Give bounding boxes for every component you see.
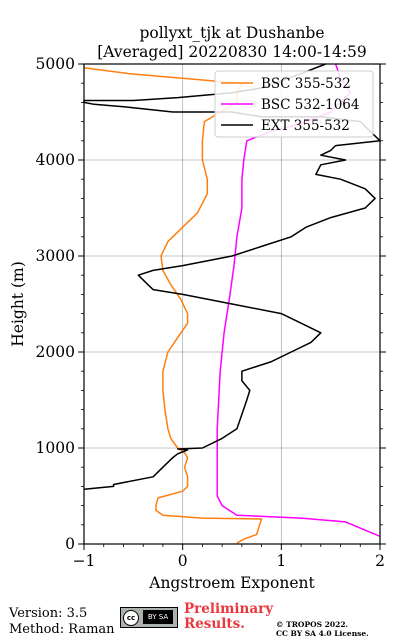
- x-tick-label: 2: [375, 552, 385, 570]
- y-tick-label: 0: [65, 535, 75, 553]
- copyright-notice: © TROPOS 2022. CC BY SA 4.0 License.: [276, 620, 369, 638]
- legend: BSC 355-532 BSC 532-1064 EXT 355-532: [214, 70, 374, 138]
- series-line-bsc-355-532: [83, 67, 263, 544]
- preliminary-notice: Preliminary Results.: [184, 602, 273, 632]
- preliminary-line1: Preliminary: [184, 601, 274, 617]
- copyright-line2: CC BY SA 4.0 License.: [276, 629, 369, 638]
- legend-label: BSC 532-1064: [261, 97, 359, 113]
- tick-marks: [78, 63, 386, 550]
- copyright-line1: © TROPOS 2022.: [276, 620, 349, 629]
- legend-box: [214, 70, 374, 138]
- y-tick-label: 2000: [36, 343, 75, 361]
- legend-label: BSC 355-532: [261, 76, 351, 92]
- by-sa-icon: BY SA: [143, 610, 173, 624]
- cc-icon: cc: [123, 610, 139, 626]
- chart-title-line1: pollyxt_tjk at Dushanbe: [139, 24, 324, 42]
- x-tick-label: 0: [178, 552, 188, 570]
- series-line-ext-355-532: [83, 63, 381, 491]
- preliminary-line2: Results.: [184, 616, 245, 632]
- method-text: Method: Raman: [9, 622, 115, 637]
- cc-license-badge: cc BY SA: [120, 607, 178, 628]
- version-text: Version: 3.5: [9, 606, 88, 621]
- y-tick-label: 1000: [36, 439, 75, 457]
- x-tick-label: −1: [73, 552, 96, 570]
- y-axis-label: Height (m): [9, 261, 27, 347]
- legend-label: EXT 355-532: [261, 118, 350, 134]
- x-tick-label: 1: [276, 552, 286, 570]
- y-tick-label: 5000: [36, 55, 75, 73]
- y-tick-label: 3000: [36, 247, 75, 265]
- y-tick-label: 4000: [36, 151, 75, 169]
- plot-frame: [83, 63, 381, 545]
- chart-title-line2: [Averaged] 20220830 14:00-14:59: [97, 43, 367, 61]
- x-axis-label: Angstroem Exponent: [148, 574, 315, 592]
